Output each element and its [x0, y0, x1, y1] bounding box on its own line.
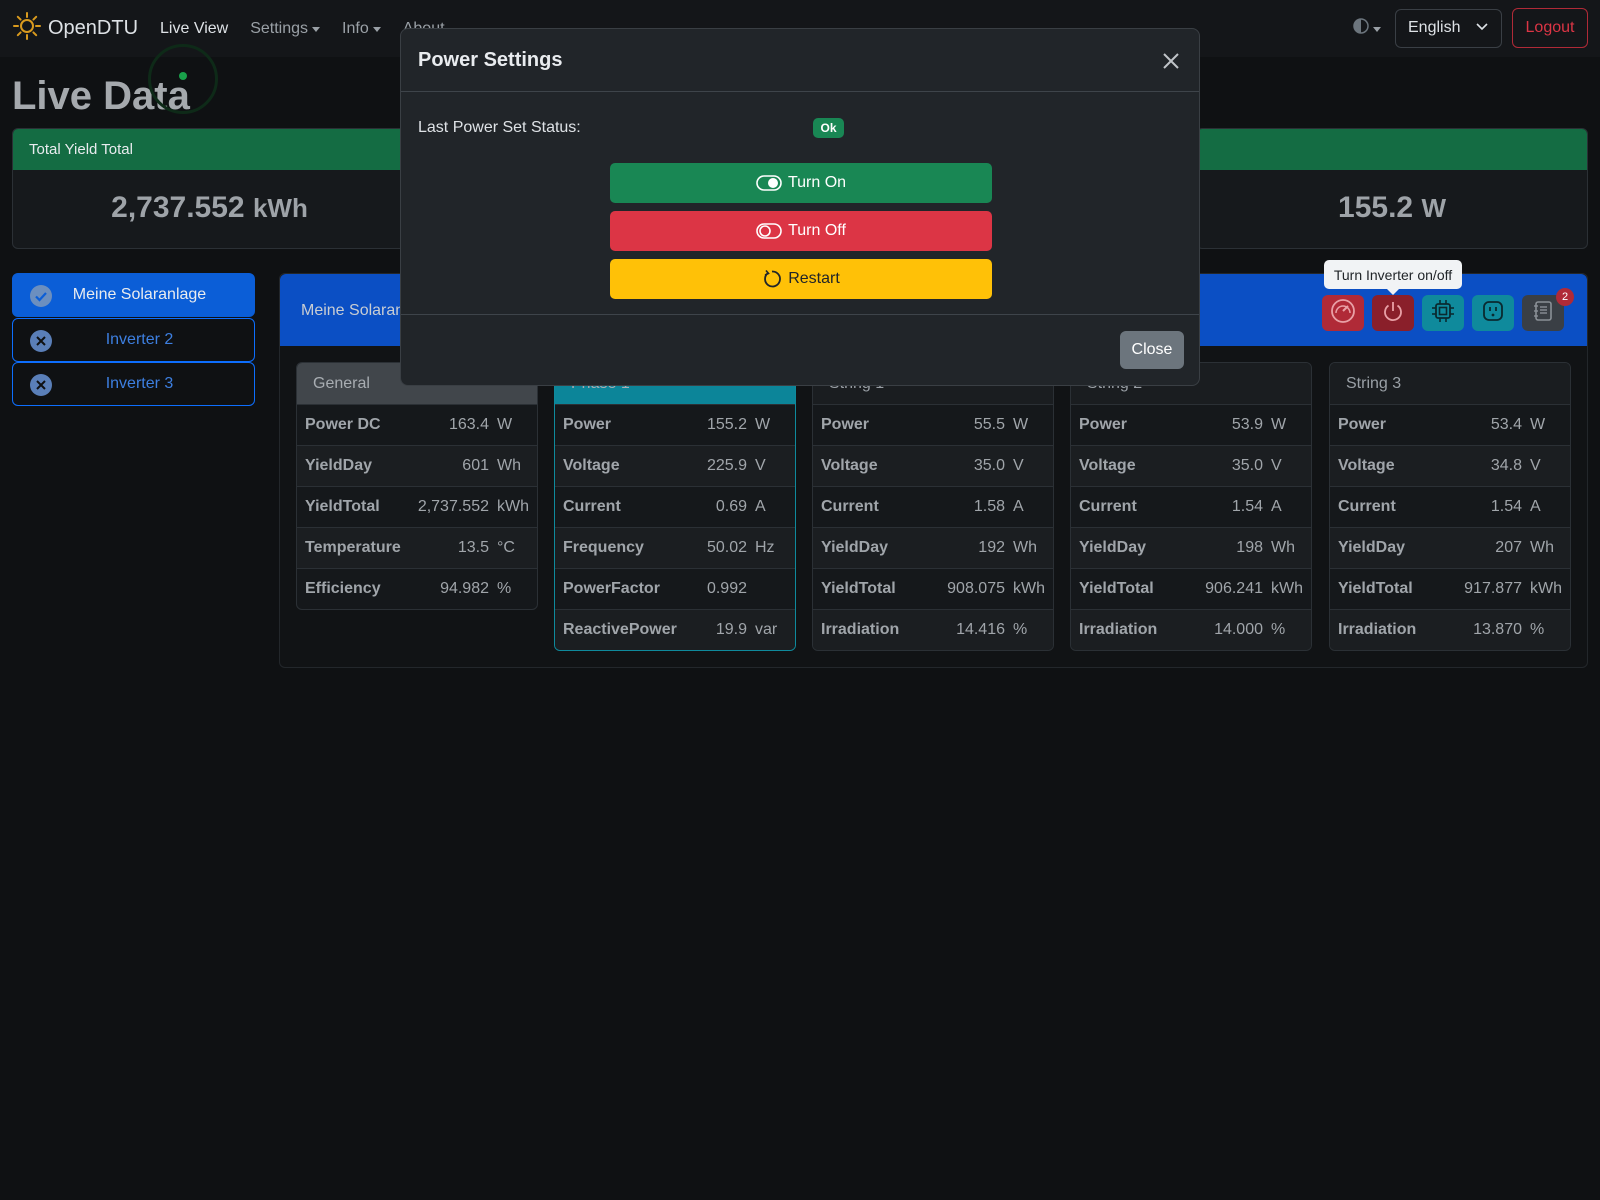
table-row: Frequency 50.02 Hz	[555, 527, 795, 568]
inverter-item-inverter-2[interactable]: Inverter 2	[12, 318, 255, 362]
turn-off-button[interactable]: Turn Off	[610, 211, 992, 251]
total-yield-value: 2,737.552 kWh	[111, 191, 308, 224]
table-row: YieldDay 601 Wh	[297, 445, 537, 486]
event-log-button[interactable]: 2	[1522, 288, 1574, 331]
close-icon[interactable]	[1159, 49, 1183, 73]
logout-button[interactable]: Logout	[1512, 8, 1588, 48]
table-row: ReactivePower 19.9 var	[555, 609, 795, 650]
language-value: English	[1408, 19, 1461, 36]
card-string-3: String 3 Power 53.4 W Voltage 34.8 V Current…	[1329, 362, 1571, 651]
brand-name: OpenDTU	[48, 17, 139, 39]
inverter-panel-title: Meine Solaran	[301, 302, 405, 319]
brand[interactable]: OpenDTU	[12, 11, 138, 46]
restart-icon	[762, 269, 782, 289]
chevron-down-icon	[312, 27, 321, 32]
limit-settings-button[interactable]	[1322, 295, 1364, 331]
theme-toggle[interactable]	[1353, 17, 1381, 39]
table-row: YieldTotal 908.075 kWh	[813, 568, 1053, 609]
inverter-label: Inverter 2	[105, 331, 174, 348]
power-settings-button[interactable]	[1372, 295, 1414, 331]
table-row: Efficiency 94.982%	[297, 568, 537, 609]
table-row: Voltage 225.9 V	[555, 445, 795, 486]
table-row: YieldDay 192 Wh	[813, 527, 1053, 568]
power-settings-modal: Power Settings Last Power Set Status: Ok…	[400, 28, 1200, 386]
turn-on-button[interactable]: Turn On	[610, 163, 992, 203]
table-row: Power DC 163.4 W	[297, 404, 537, 445]
table-row: YieldTotal 2,737.552 kWh	[297, 486, 537, 527]
grid-profile-button[interactable]	[1472, 295, 1514, 331]
card-title: String 3	[1330, 363, 1570, 404]
chevron-down-icon	[1373, 26, 1381, 32]
modal-title: Power Settings	[418, 48, 563, 71]
total-yield-header: Total Yield Total	[13, 129, 406, 170]
power-icon	[1381, 299, 1405, 328]
table-row: Current 1.58 A	[813, 486, 1053, 527]
x-circle-icon	[29, 329, 53, 358]
table-row: Irradiation 13.870%	[1330, 609, 1570, 650]
close-button[interactable]: Close	[1120, 331, 1184, 369]
inverter-item-inverter-3[interactable]: Inverter 3	[12, 362, 255, 406]
total-power-value: 155.2 W	[1338, 191, 1446, 224]
status-dot	[179, 72, 187, 80]
table-row: PowerFactor 0.992	[555, 568, 795, 609]
half-circle-icon	[1353, 17, 1369, 39]
journal-text-icon	[1531, 299, 1555, 328]
chevron-down-icon	[1475, 19, 1489, 37]
toggle-on-icon	[756, 175, 782, 191]
check-circle-icon	[29, 284, 53, 313]
table-row: Voltage 35.0 V	[813, 445, 1053, 486]
table-row: Power 155.2 W	[555, 404, 795, 445]
outlet-icon	[1481, 299, 1505, 328]
table-row: Power 53.4 W	[1330, 404, 1570, 445]
table-row: Voltage 34.8 V	[1330, 445, 1570, 486]
inverter-label: Inverter 3	[105, 375, 174, 392]
nav-info[interactable]: Info	[342, 20, 381, 38]
restart-button[interactable]: Restart	[610, 259, 992, 299]
inverter-item-meine-solaranlage[interactable]: Meine Solaranlage	[12, 273, 255, 317]
table-row: Current 1.54 A	[1071, 486, 1311, 527]
table-row: YieldTotal 906.241 kWh	[1071, 568, 1311, 609]
event-count-badge: 2	[1556, 288, 1574, 306]
modal-header: Power Settings	[401, 29, 1199, 92]
total-yield-card: Total Yield Total 2,737.552 kWh	[12, 128, 407, 249]
restart-label: Restart	[788, 270, 840, 287]
table-row: Current 0.69 A	[555, 486, 795, 527]
total-power-card: 155.2 W	[1196, 128, 1588, 249]
power-status-label: Last Power Set Status:	[418, 119, 581, 136]
tooltip: Turn Inverter on/off	[1324, 260, 1462, 289]
table-row: Voltage 35.0 V	[1071, 445, 1311, 486]
table-row: Power 53.9 W	[1071, 404, 1311, 445]
tooltip-arrow	[1387, 289, 1399, 295]
device-info-button[interactable]	[1422, 295, 1464, 331]
table-row: Temperature 13.5 °C	[297, 527, 537, 568]
table-row: YieldDay 198 Wh	[1071, 527, 1311, 568]
loading-spinner	[148, 44, 218, 114]
turn-on-label: Turn On	[787, 174, 847, 191]
inverter-label: Meine Solaranlage	[72, 286, 207, 303]
table-row: Current 1.54 A	[1330, 486, 1570, 527]
x-circle-icon	[29, 373, 53, 402]
speedometer-icon	[1330, 298, 1356, 329]
table-row: Irradiation 14.000%	[1071, 609, 1311, 650]
toggle-off-icon	[756, 223, 782, 239]
table-row: Irradiation 14.416%	[813, 609, 1053, 650]
modal-footer: Close	[401, 314, 1199, 385]
nav-live-view[interactable]: Live View	[160, 19, 229, 37]
cpu-icon	[1430, 298, 1456, 329]
table-row: YieldDay 207 Wh	[1330, 527, 1570, 568]
nav-settings[interactable]: Settings	[250, 20, 321, 38]
status-badge: Ok	[813, 118, 844, 138]
table-row: Power 55.5 W	[813, 404, 1053, 445]
language-select[interactable]: English	[1395, 8, 1502, 48]
turn-off-label: Turn Off	[788, 222, 846, 239]
card-general: General Power DC 163.4 W YieldDay 601 Wh Yie…	[296, 362, 538, 610]
table-row: YieldTotal 917.877 kWh	[1330, 568, 1570, 609]
total-power-header	[1197, 129, 1587, 170]
chevron-down-icon	[372, 27, 381, 32]
sun-icon	[12, 11, 42, 46]
